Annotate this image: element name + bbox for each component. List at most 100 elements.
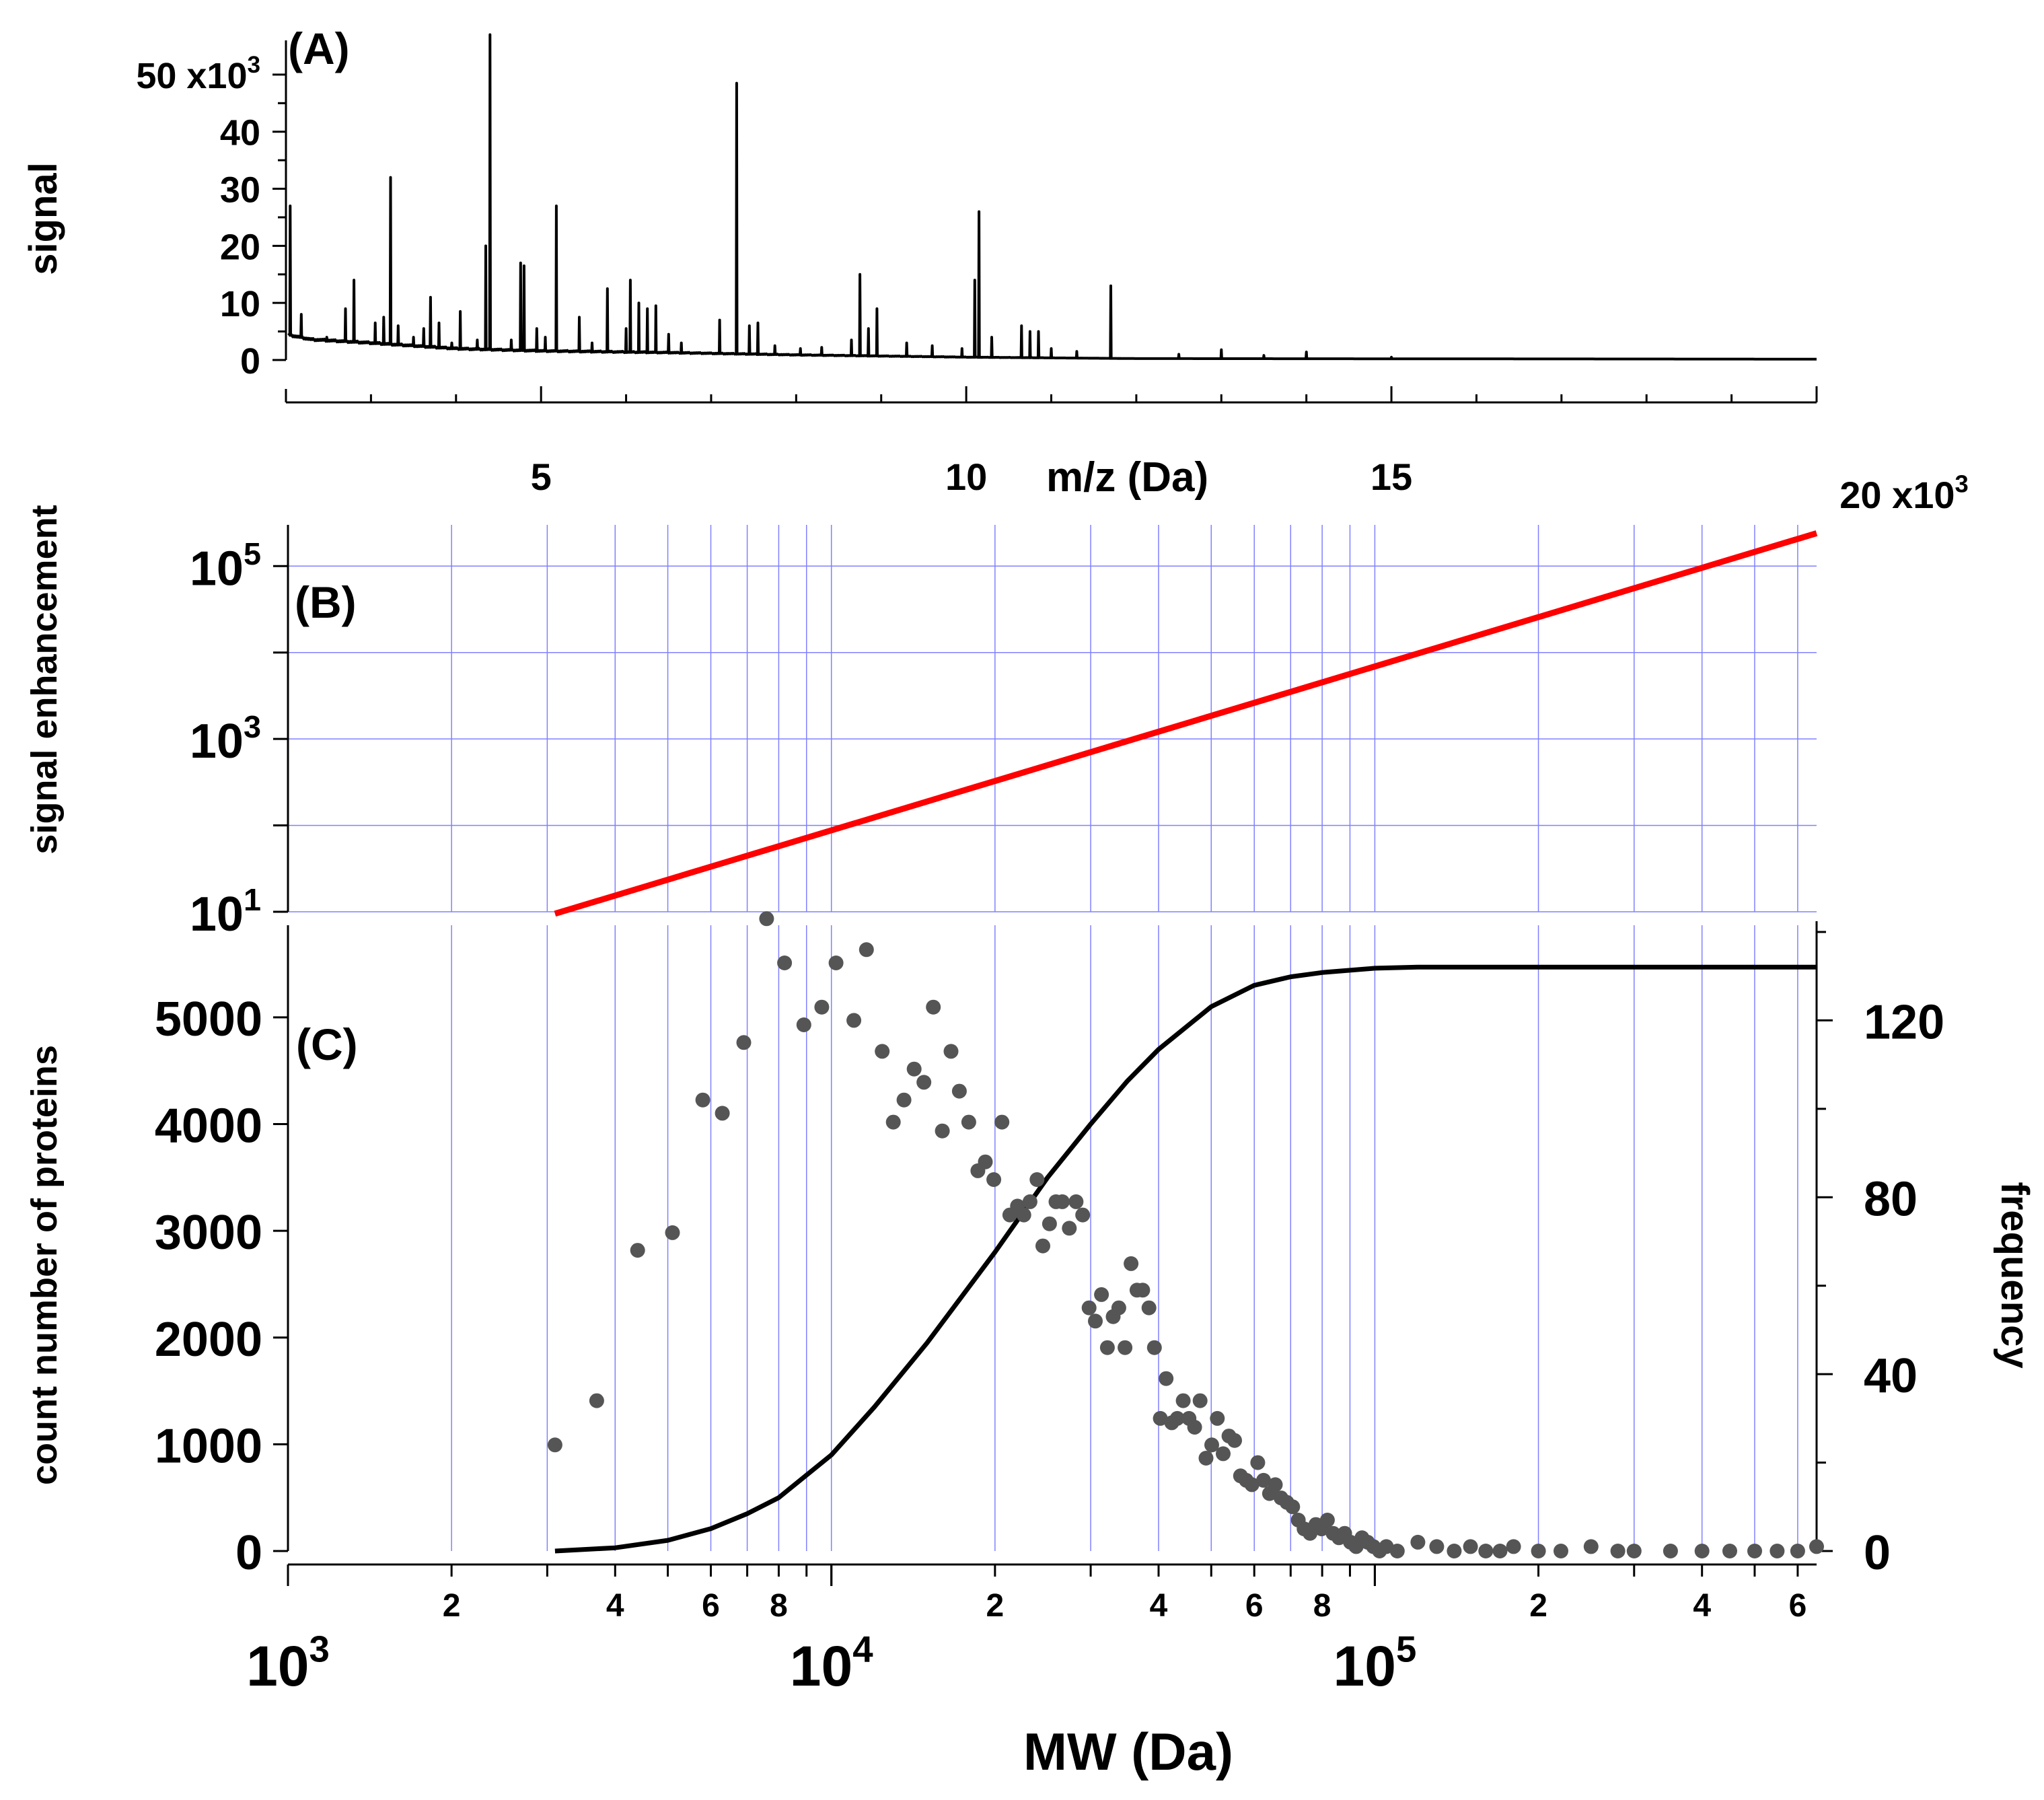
grid-layer: [288, 525, 1817, 1551]
a-x-tick-label: 15: [1371, 456, 1412, 498]
c-cumulative-count-line: [554, 964, 1817, 1554]
c-frequency-point: [1463, 1539, 1478, 1554]
c-frequency-point: [1035, 1238, 1050, 1254]
c-frequency-point: [1062, 1221, 1077, 1236]
c-x-minor-tick-label: 6: [702, 1588, 720, 1624]
c-frequency-point: [961, 1114, 976, 1130]
a-y-tick-label: 10: [220, 284, 260, 324]
c-frequency-point: [885, 1114, 901, 1130]
c-frequency-point: [1285, 1499, 1301, 1515]
c-x-axis-title: MW (Da): [1023, 1722, 1233, 1781]
c-frequency-point: [736, 1035, 752, 1050]
c-x-minor-tick-label: 4: [1150, 1588, 1168, 1624]
c-frequency-point: [814, 999, 830, 1015]
c-frequency-point: [1124, 1256, 1139, 1271]
c-x-major-tick-label: 105: [1334, 1629, 1417, 1698]
c-frequency-point: [1016, 1207, 1031, 1223]
c-frequency-point: [1216, 1446, 1231, 1462]
c-frequency-point: [1747, 1544, 1762, 1558]
marks-layer: [287, 33, 1824, 1558]
c-frequency-point: [630, 1243, 645, 1258]
c-frequency-point: [1081, 1300, 1097, 1316]
c-y-axis-title-left: count number of proteins: [24, 1045, 65, 1485]
c-frequency-point: [695, 1092, 710, 1108]
c-frequency-point: [1118, 1340, 1133, 1355]
c-frequency-point: [1554, 1544, 1568, 1558]
c-frequency-point: [777, 956, 793, 970]
c-frequency-point: [1210, 1410, 1225, 1426]
c-frequency-point: [1029, 1172, 1045, 1187]
c-frequency-point: [1022, 1194, 1037, 1209]
c-frequency-point: [796, 1017, 811, 1032]
c-x-minor-tick-label: 2: [443, 1588, 461, 1624]
c-x-minor-tick-label: 6: [1789, 1588, 1807, 1624]
c-x-minor-tick-label: 4: [606, 1588, 624, 1624]
c-frequency-point: [1088, 1313, 1103, 1329]
a-y-axis-title: signal: [22, 162, 65, 275]
c-frequency-point: [715, 1106, 730, 1121]
c-frequency-point: [943, 1044, 959, 1059]
panel-a-label: (A): [288, 24, 350, 73]
c-frequency-point: [1068, 1194, 1084, 1209]
c-x-major-tick-label: 104: [790, 1629, 873, 1698]
c-x-minor-tick-label: 8: [1313, 1588, 1331, 1624]
c-frequency-point: [846, 1013, 862, 1028]
c-x-minor-tick-label: 4: [1693, 1588, 1711, 1624]
c-frequency-point: [926, 999, 941, 1015]
c-frequency-point: [978, 1154, 993, 1169]
c-frequency-point: [1694, 1544, 1710, 1558]
a-y-tick-label: 50 x103: [136, 52, 260, 96]
c-frequency-point: [1153, 1410, 1168, 1426]
c-frequency-point: [951, 1083, 967, 1099]
c-frequency-point: [1141, 1300, 1157, 1316]
c-y-tick-label-left: 0: [235, 1526, 262, 1580]
b-y-tick-label: 105: [190, 536, 261, 596]
a-x-tick-label: 10: [945, 456, 987, 498]
c-frequency-point: [1531, 1544, 1546, 1558]
c-x-minor-tick-label: 2: [1529, 1588, 1547, 1624]
c-frequency-point: [935, 1123, 950, 1139]
panel-c-label: (C): [296, 1019, 358, 1069]
c-y-tick-label-left: 5000: [155, 993, 262, 1046]
c-frequency-point: [1583, 1539, 1599, 1554]
c-frequency-point: [1319, 1513, 1335, 1527]
c-frequency-point: [1506, 1539, 1521, 1554]
a-x-axis-title: m/z (Da): [1046, 454, 1208, 501]
c-y-tick-label-right: 0: [1864, 1526, 1891, 1580]
c-frequency-point: [1094, 1287, 1109, 1302]
c-frequency-point: [1429, 1539, 1445, 1554]
a-y-tick-label: 0: [240, 341, 260, 382]
c-frequency-point: [1135, 1283, 1151, 1298]
c-frequency-point: [1447, 1544, 1462, 1558]
c-y-tick-label-left: 4000: [155, 1100, 262, 1153]
c-frequency-point: [1169, 1410, 1185, 1426]
c-frequency-point: [1099, 1340, 1115, 1355]
c-frequency-point: [986, 1172, 1002, 1187]
c-frequency-point: [1227, 1433, 1242, 1448]
c-frequency-point: [1111, 1300, 1126, 1316]
c-frequency-point: [1626, 1544, 1642, 1558]
panel-b-label: (B): [295, 577, 357, 627]
c-frequency-point: [1492, 1544, 1508, 1558]
c-frequency-point: [1146, 1340, 1162, 1355]
a-y-tick-label: 30: [220, 170, 260, 211]
c-y-tick-label-left: 2000: [155, 1313, 262, 1367]
c-frequency-point: [1809, 1539, 1824, 1554]
c-frequency-point: [1250, 1455, 1266, 1470]
c-frequency-point: [859, 942, 874, 958]
a-y-tick-label: 40: [220, 113, 260, 153]
c-y-axis-title-right: frequency: [1993, 1182, 2037, 1368]
c-x-minor-tick-label: 8: [770, 1588, 788, 1624]
c-frequency-point: [1410, 1534, 1426, 1550]
c-frequency-point: [1042, 1216, 1057, 1231]
c-frequency-point: [828, 956, 844, 970]
c-y-tick-label-right: 80: [1864, 1172, 1918, 1226]
c-y-tick-label-left: 3000: [155, 1206, 262, 1260]
c-frequency-point: [1198, 1451, 1214, 1466]
c-y-tick-label-left: 1000: [155, 1419, 262, 1473]
c-frequency-point: [994, 1114, 1010, 1130]
b-y-axis-title: signal enhancement: [24, 505, 65, 854]
c-frequency-point: [1769, 1544, 1785, 1558]
c-frequency-point: [1790, 1544, 1805, 1558]
